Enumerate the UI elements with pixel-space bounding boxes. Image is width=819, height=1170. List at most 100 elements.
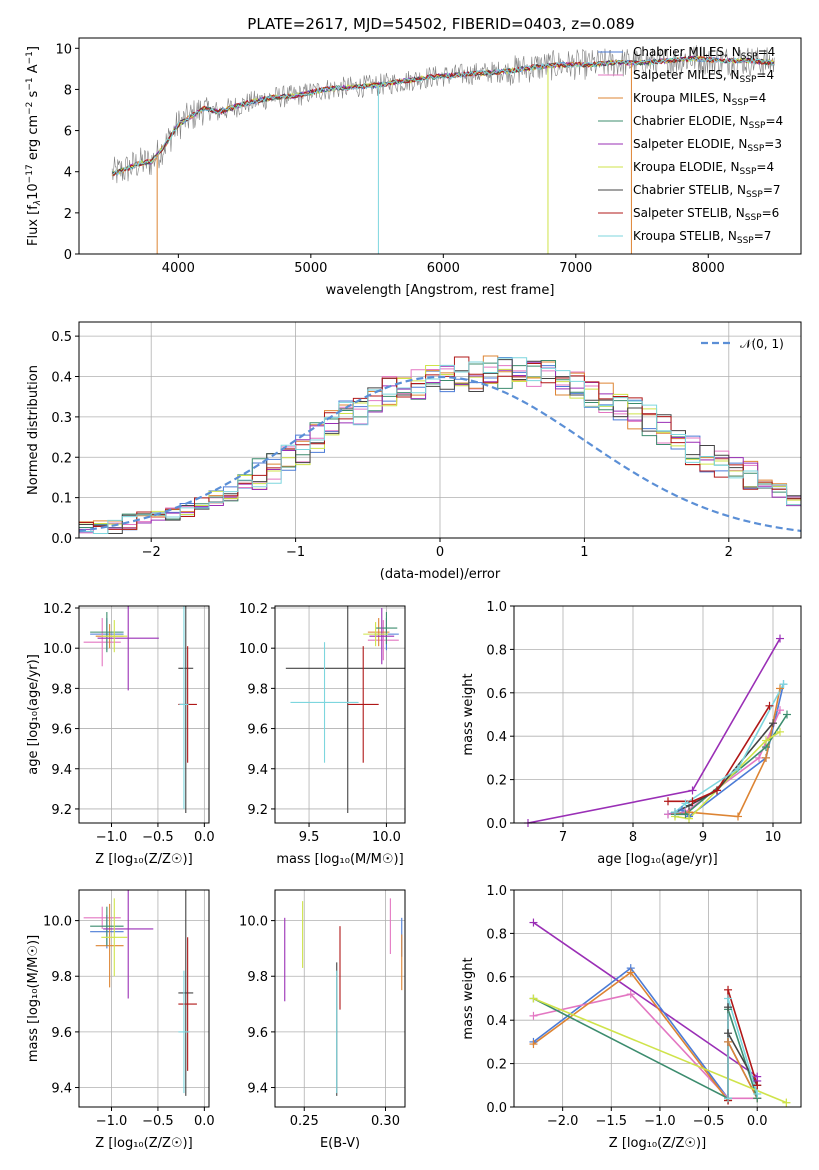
legend-subscript: SSP [740, 167, 757, 177]
y-tick-label: 0.6 [486, 971, 507, 986]
legend-subscript: SSP [749, 121, 766, 131]
legend-label: 𝒩(0, 1) [740, 337, 784, 351]
y-axis-label-part: −1 [25, 77, 35, 90]
plot-area-spectrum [111, 45, 775, 254]
legend-text: Kroupa STELIB, N [633, 229, 737, 243]
x-tick-label: 2 [725, 545, 733, 560]
y-axis-label: mass weight [461, 673, 476, 755]
legend-subscript: SSP [746, 190, 763, 200]
y-tick-label: 10 [55, 42, 72, 57]
legend-label: Kroupa MILES, NSSP=4 [633, 91, 766, 108]
x-axis-label: Z [log₁₀(Z/Z☉)] [95, 852, 192, 867]
legend-subscript: SSP [737, 236, 754, 246]
y-tick-label: 9.6 [51, 1026, 72, 1041]
y-tick-label: 6 [64, 125, 72, 140]
x-tick-label: 1 [580, 545, 588, 560]
x-tick-label: −2.0 [547, 1114, 579, 1129]
y-axis-label: age [log₁₀(age/yr)] [26, 654, 41, 775]
y-tick-label: 9.2 [247, 803, 268, 818]
legend-text: Kroupa ELODIE, N [633, 160, 740, 174]
plot-frame [274, 605, 406, 824]
y-tick-label: 0.5 [51, 330, 72, 345]
figure-title: PLATE=2617, MJD=54502, FIBERID=0403, z=0… [247, 15, 634, 33]
y-tick-label: 9.8 [51, 970, 72, 985]
x-axis-label: age [log₁₀(age/yr)] [597, 852, 718, 867]
x-tick-label: 7000 [559, 261, 592, 276]
y-tick-label: 9.4 [51, 1082, 72, 1097]
y-tick-label: 10.0 [239, 915, 268, 930]
y-tick-label: 2 [64, 207, 72, 222]
y-tick-label: 9.8 [247, 682, 268, 697]
y-tick-label: 1.0 [486, 884, 507, 899]
x-tick-label: 0.25 [290, 1114, 319, 1129]
legend-label: Chabrier MILES, NSSP=4 [633, 45, 775, 62]
y-tick-label: 0.8 [486, 643, 507, 658]
y-tick-label: 0.4 [51, 371, 72, 386]
x-tick-label: −1.5 [595, 1114, 627, 1129]
legend-label: Chabrier ELODIE, NSSP=4 [633, 114, 783, 131]
legend-label: Chabrier STELIB, NSSP=7 [633, 183, 781, 200]
legend-text: Salpeter ELODIE, N [633, 137, 747, 151]
legend-subscript: SSP [732, 98, 749, 108]
y-tick-label: 8 [64, 83, 72, 98]
legend-suffix: =4 [749, 91, 767, 105]
plot-frame [78, 605, 210, 824]
y-tick-label: 10.2 [239, 602, 268, 617]
panel-age_vs_mass: 9.5 10.0 9.2 9.4 9.6 9.8 10.0 10.2 mass [log₁₀(M… [239, 602, 406, 867]
panel-age_vs_Z: −1.0 −0.5 0.0 9.2 9.4 9.6 9.8 10.0 10.2 Z [log₁₀(… [26, 602, 215, 867]
legend-text: Chabrier STELIB, N [633, 183, 746, 197]
y-axis-label-part: s [26, 90, 41, 101]
x-tick-label: −0.5 [693, 1114, 725, 1129]
legend-suffix: =4 [765, 114, 783, 128]
y-tick-label: 10.0 [239, 642, 268, 657]
x-tick-label: 0.30 [371, 1114, 400, 1129]
legend-subscript: SSP [745, 213, 762, 223]
mass-weight-line [533, 993, 758, 1100]
legend-text: Salpeter STELIB, N [633, 206, 745, 220]
residual-histogram [79, 357, 801, 535]
y-tick-label: 0.4 [486, 730, 507, 745]
y-tick-label: 0.2 [51, 451, 72, 466]
legend-label: Kroupa STELIB, NSSP=7 [633, 229, 771, 246]
y-tick-label: 9.4 [247, 763, 268, 778]
legend-suffix: =7 [763, 183, 781, 197]
observed-spectrum-line [111, 45, 775, 184]
x-tick-label: 0.0 [747, 1114, 768, 1129]
plot-area-age_vs_mass [285, 606, 405, 813]
x-tick-label: 0 [436, 545, 444, 560]
legend-suffix: =4 [756, 68, 774, 82]
y-tick-label: 0.0 [486, 817, 507, 832]
x-tick-label: 4000 [162, 261, 195, 276]
plot-frame [513, 605, 802, 824]
y-axis-label: Normed distribution [26, 365, 41, 495]
y-axis-label: mass weight [461, 957, 476, 1039]
y-tick-label: 10.2 [43, 602, 72, 617]
legend-subscript: SSP [740, 75, 757, 85]
x-tick-label: 5000 [294, 261, 327, 276]
x-tick-label: −0.5 [142, 1114, 174, 1129]
legend-subscript: SSP [747, 144, 764, 154]
legend-label: Salpeter STELIB, NSSP=6 [633, 206, 779, 223]
x-tick-label: 0.0 [194, 1114, 215, 1129]
x-tick-label: −0.5 [142, 830, 174, 845]
y-tick-label: 0.4 [486, 1014, 507, 1029]
mass-weight-line [674, 731, 781, 820]
x-tick-label: 7 [559, 830, 567, 845]
plot-area-residuals [79, 355, 801, 535]
x-tick-label: −1.0 [644, 1114, 676, 1129]
legend-label: Salpeter MILES, NSSP=4 [633, 68, 774, 85]
plot-area-mass_vs_ebv [284, 898, 403, 1096]
legend-suffix: =4 [756, 160, 774, 174]
plot-frame [513, 889, 802, 1108]
legend-suffix: =6 [762, 206, 780, 220]
panel-mass_vs_ebv: 0.25 0.30 9.4 9.6 9.8 10.0 E(B-V) [239, 889, 406, 1151]
y-tick-label: 0.2 [486, 1058, 507, 1073]
x-tick-label: 6000 [427, 261, 460, 276]
legend-text: Chabrier MILES, N [633, 45, 741, 59]
x-tick-label: 9 [699, 830, 707, 845]
x-tick-label: 8 [629, 830, 637, 845]
y-tick-label: 0.8 [486, 927, 507, 942]
legend-text: Chabrier ELODIE, N [633, 114, 749, 128]
y-tick-label: 4 [64, 166, 72, 181]
x-tick-label: 9.5 [299, 830, 320, 845]
